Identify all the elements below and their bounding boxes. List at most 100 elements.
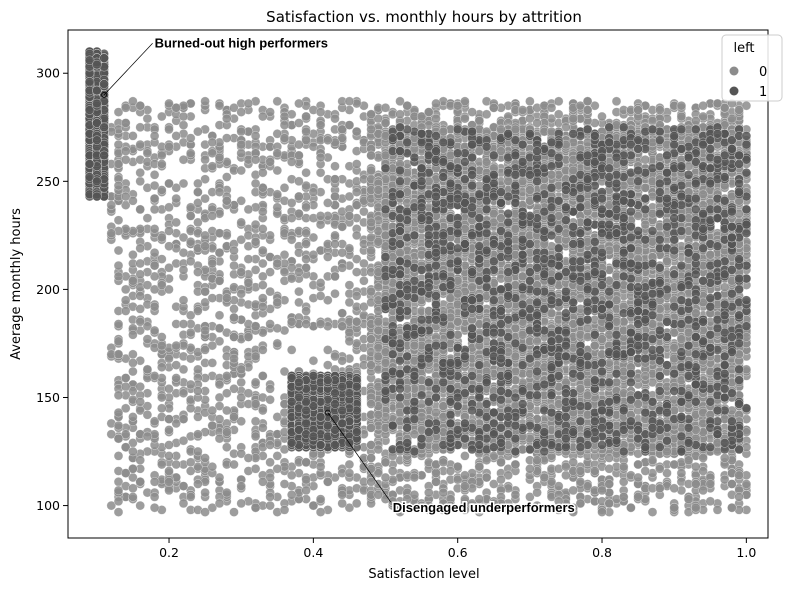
point-series-0-cluster-1 bbox=[683, 494, 694, 504]
point-series-0-cluster-0 bbox=[121, 373, 131, 383]
point-series-0-cluster-0 bbox=[149, 302, 160, 312]
point-series-0-cluster-1 bbox=[568, 113, 578, 124]
point-series-0-cluster-0 bbox=[250, 503, 261, 513]
point-series-0-cluster-1 bbox=[460, 481, 470, 491]
point-series-0-cluster-0 bbox=[337, 248, 347, 258]
point-series-0-cluster-0 bbox=[287, 157, 297, 167]
point-series-0-cluster-1 bbox=[712, 505, 723, 515]
point-series-0-cluster-1 bbox=[698, 485, 708, 496]
point-series-0-cluster-0 bbox=[171, 459, 181, 470]
point-series-0-cluster-0 bbox=[250, 464, 261, 474]
point-series-0-cluster-0 bbox=[164, 466, 174, 476]
point-series-0-cluster-0 bbox=[157, 111, 167, 122]
point-series-0-cluster-0 bbox=[315, 107, 326, 117]
point-series-0-cluster-0 bbox=[236, 126, 246, 137]
point-series-0-cluster-0 bbox=[250, 155, 261, 165]
point-series-0-cluster-1 bbox=[489, 103, 499, 113]
point-series-0-cluster-0 bbox=[243, 98, 254, 109]
point-series-0-cluster-0 bbox=[229, 312, 239, 323]
point-series-0-cluster-0 bbox=[344, 327, 355, 338]
point-series-0-cluster-0 bbox=[323, 198, 333, 208]
point-series-0-cluster-0 bbox=[258, 345, 268, 355]
point-series-0-cluster-1 bbox=[597, 111, 607, 122]
point-series-0-cluster-0 bbox=[243, 388, 254, 398]
point-series-0-cluster-0 bbox=[287, 470, 297, 480]
point-series-0-cluster-0 bbox=[287, 345, 297, 355]
point-series-0-cluster-0 bbox=[258, 111, 268, 122]
point-series-0-cluster-0 bbox=[171, 340, 181, 351]
point-series-0-cluster-1 bbox=[705, 496, 715, 506]
point-series-0-cluster-0 bbox=[200, 96, 210, 106]
point-series-0-cluster-0 bbox=[301, 126, 311, 137]
point-series-0-cluster-1 bbox=[705, 479, 715, 489]
point-series-0-cluster-0 bbox=[214, 310, 225, 320]
point-series-0-cluster-0 bbox=[142, 431, 153, 442]
point-series-0-cluster-0 bbox=[186, 148, 196, 158]
point-series-0-cluster-0 bbox=[135, 258, 145, 269]
point-series-0-cluster-1 bbox=[698, 101, 708, 111]
point-series-0-cluster-0 bbox=[121, 382, 131, 392]
point-series-0-cluster-0 bbox=[330, 239, 340, 249]
point-series-0-cluster-1 bbox=[409, 472, 420, 483]
point-series-0-cluster-0 bbox=[135, 477, 145, 487]
point-series-0-cluster-0 bbox=[135, 382, 145, 392]
point-series-0-cluster-0 bbox=[164, 414, 174, 424]
point-series-0-cluster-0 bbox=[243, 332, 254, 342]
point-series-0-cluster-0 bbox=[272, 189, 282, 199]
point-series-0-cluster-0 bbox=[128, 330, 138, 340]
point-series-0-cluster-0 bbox=[128, 131, 138, 141]
point-series-0-cluster-0 bbox=[149, 170, 160, 180]
point-series-0-cluster-0 bbox=[250, 265, 261, 275]
point-series-0-cluster-0 bbox=[200, 487, 210, 498]
point-series-0-cluster-0 bbox=[323, 477, 333, 487]
point-series-0-cluster-0 bbox=[164, 384, 174, 394]
point-series-0-cluster-0 bbox=[287, 317, 297, 327]
point-series-0-cluster-0 bbox=[222, 113, 232, 124]
point-series-0-cluster-0 bbox=[113, 139, 124, 150]
point-series-0-cluster-0 bbox=[200, 507, 210, 517]
point-series-0-cluster-0 bbox=[135, 291, 145, 301]
point-series-0-cluster-0 bbox=[113, 336, 124, 346]
point-series-0-cluster-0 bbox=[178, 111, 189, 122]
point-series-0-cluster-0 bbox=[344, 280, 355, 290]
point-series-0-cluster-0 bbox=[294, 150, 304, 161]
point-series-0-cluster-0 bbox=[164, 440, 174, 450]
point-series-0-cluster-0 bbox=[250, 377, 261, 388]
point-series-0-cluster-0 bbox=[337, 498, 347, 509]
point-series-0-cluster-0 bbox=[250, 351, 261, 362]
point-series-0-cluster-0 bbox=[315, 507, 326, 517]
point-series-0-cluster-0 bbox=[193, 306, 203, 316]
point-series-0-cluster-0 bbox=[236, 267, 246, 277]
point-series-0-cluster-0 bbox=[207, 211, 217, 221]
point-series-0-cluster-0 bbox=[330, 113, 340, 124]
point-series-0-cluster-1 bbox=[691, 503, 701, 513]
point-series-0-cluster-0 bbox=[258, 280, 268, 290]
point-series-0-cluster-0 bbox=[164, 178, 174, 189]
point-series-0-cluster-0 bbox=[135, 204, 145, 215]
point-series-0-cluster-0 bbox=[222, 133, 232, 143]
point-series-0-cluster-1 bbox=[619, 462, 629, 472]
point-series-0-cluster-0 bbox=[214, 248, 225, 258]
point-series-0-cluster-0 bbox=[258, 245, 268, 256]
point-series-0-cluster-1 bbox=[525, 96, 535, 106]
point-series-0-cluster-0 bbox=[287, 198, 297, 208]
point-series-0-cluster-0 bbox=[287, 213, 297, 223]
point-series-0-cluster-0 bbox=[135, 176, 145, 186]
point-series-0-cluster-0 bbox=[186, 211, 196, 221]
point-series-0-cluster-1 bbox=[676, 111, 687, 122]
point-series-0-cluster-0 bbox=[344, 459, 355, 470]
point-series-0-cluster-0 bbox=[128, 366, 138, 377]
point-series-0-cluster-0 bbox=[164, 425, 174, 435]
point-series-0-cluster-0 bbox=[229, 245, 239, 256]
point-series-0-cluster-0 bbox=[149, 204, 160, 215]
point-series-0-cluster-0 bbox=[121, 191, 131, 202]
point-series-0-cluster-0 bbox=[149, 224, 160, 234]
point-series-0-cluster-0 bbox=[178, 120, 189, 130]
point-series-0-cluster-1 bbox=[691, 116, 701, 126]
point-series-0-cluster-0 bbox=[250, 131, 261, 141]
point-series-0-cluster-0 bbox=[214, 276, 225, 286]
point-series-0-cluster-0 bbox=[337, 222, 347, 232]
point-series-0-cluster-0 bbox=[250, 399, 261, 409]
point-series-0-cluster-0 bbox=[236, 217, 246, 228]
point-series-0-cluster-1 bbox=[604, 464, 614, 474]
